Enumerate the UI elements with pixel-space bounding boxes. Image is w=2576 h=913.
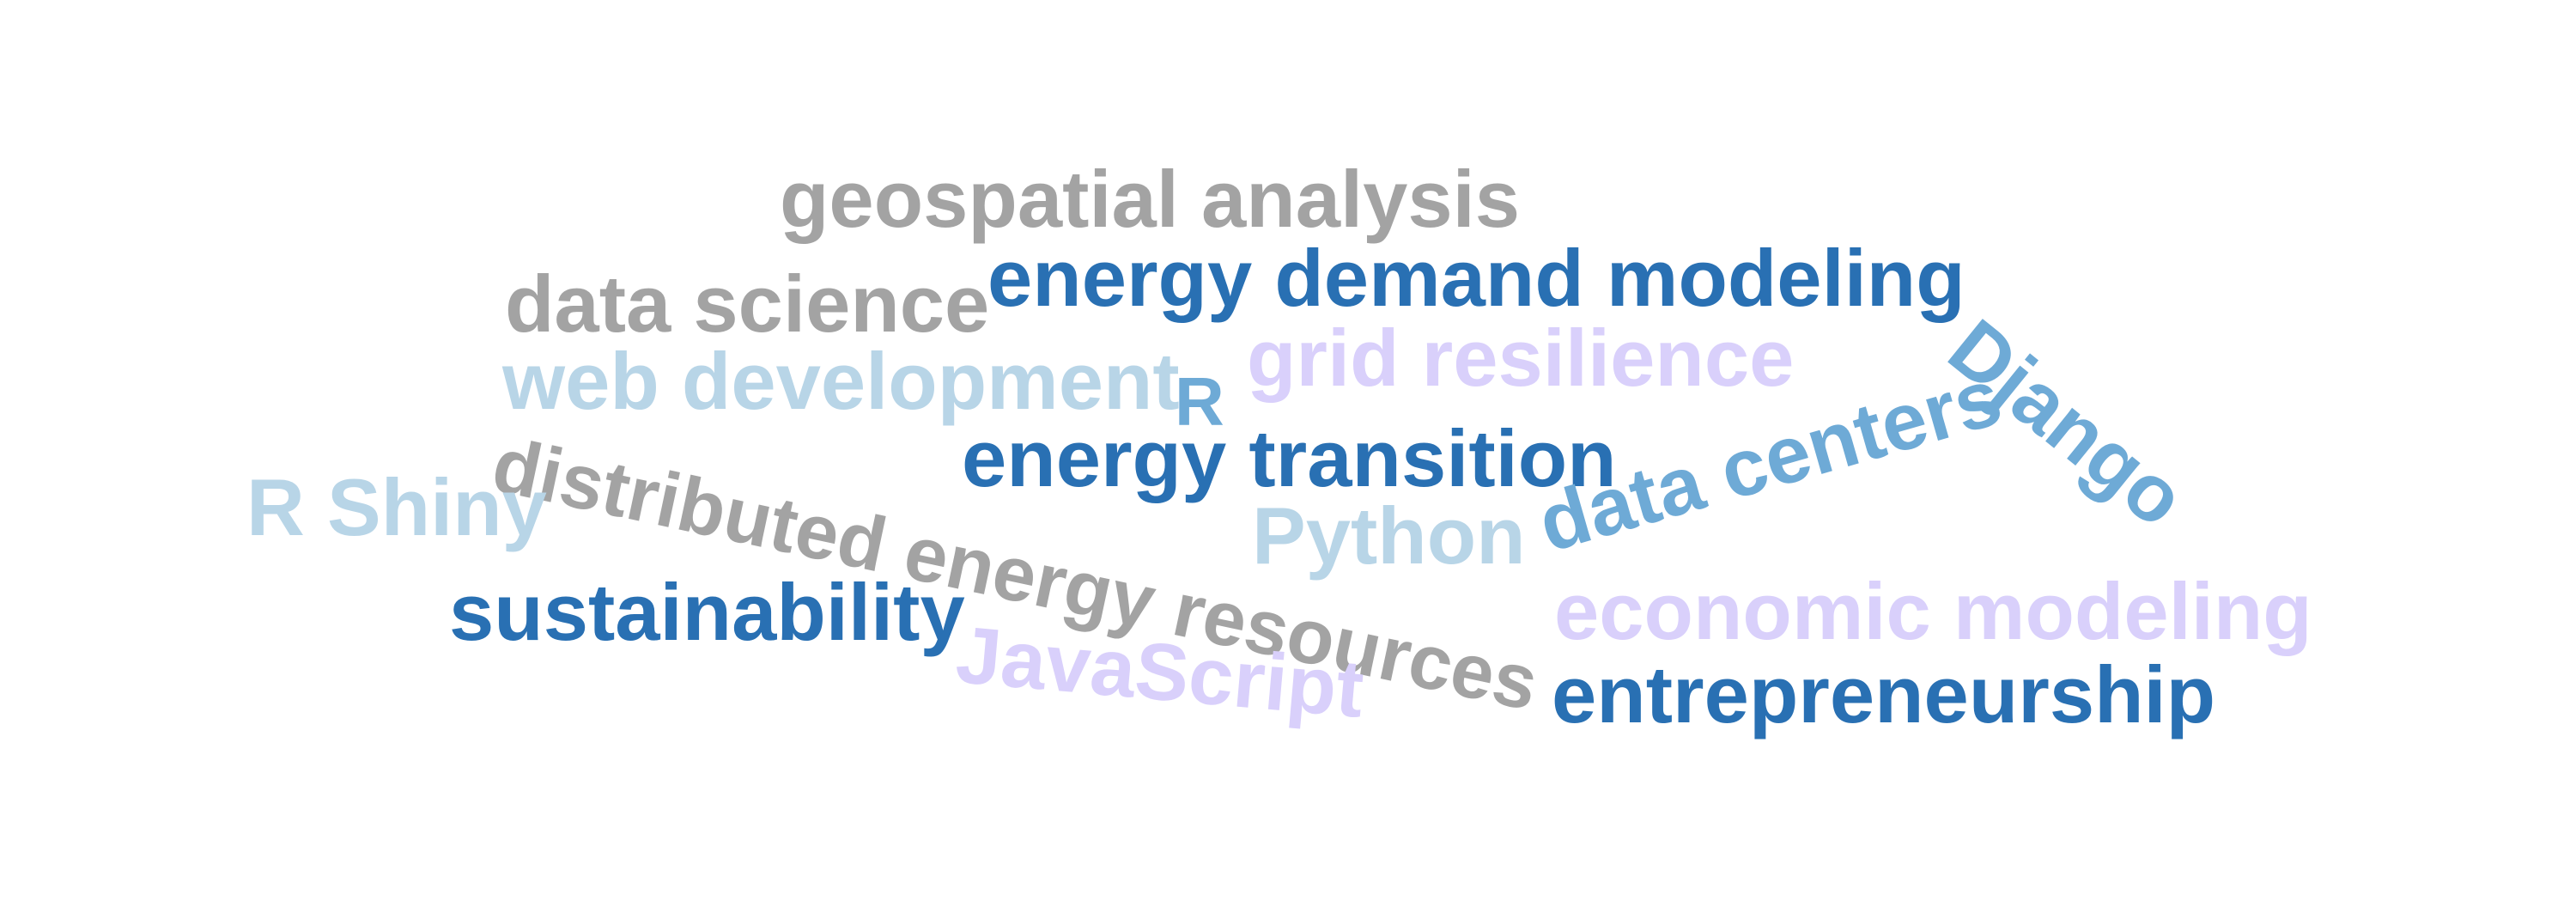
word-entrepreneurship: entrepreneurship xyxy=(1552,649,2216,740)
word-web-development: web development xyxy=(502,336,1180,426)
word-python: Python xyxy=(1252,490,1526,581)
word-r-shiny: R Shiny xyxy=(246,462,547,552)
word-grid-resilience: grid resilience xyxy=(1247,313,1795,403)
word-economic-modeling: economic modeling xyxy=(1554,566,2312,656)
word-geospatial-analysis: geospatial analysis xyxy=(780,154,1521,244)
word-energy-transition: energy transition xyxy=(962,413,1617,503)
word-data-science: data science xyxy=(505,259,990,349)
word-sustainability: sustainability xyxy=(449,567,965,657)
word-r: R xyxy=(1175,363,1224,440)
word-energy-demand-modeling: energy demand modeling xyxy=(987,233,1965,323)
